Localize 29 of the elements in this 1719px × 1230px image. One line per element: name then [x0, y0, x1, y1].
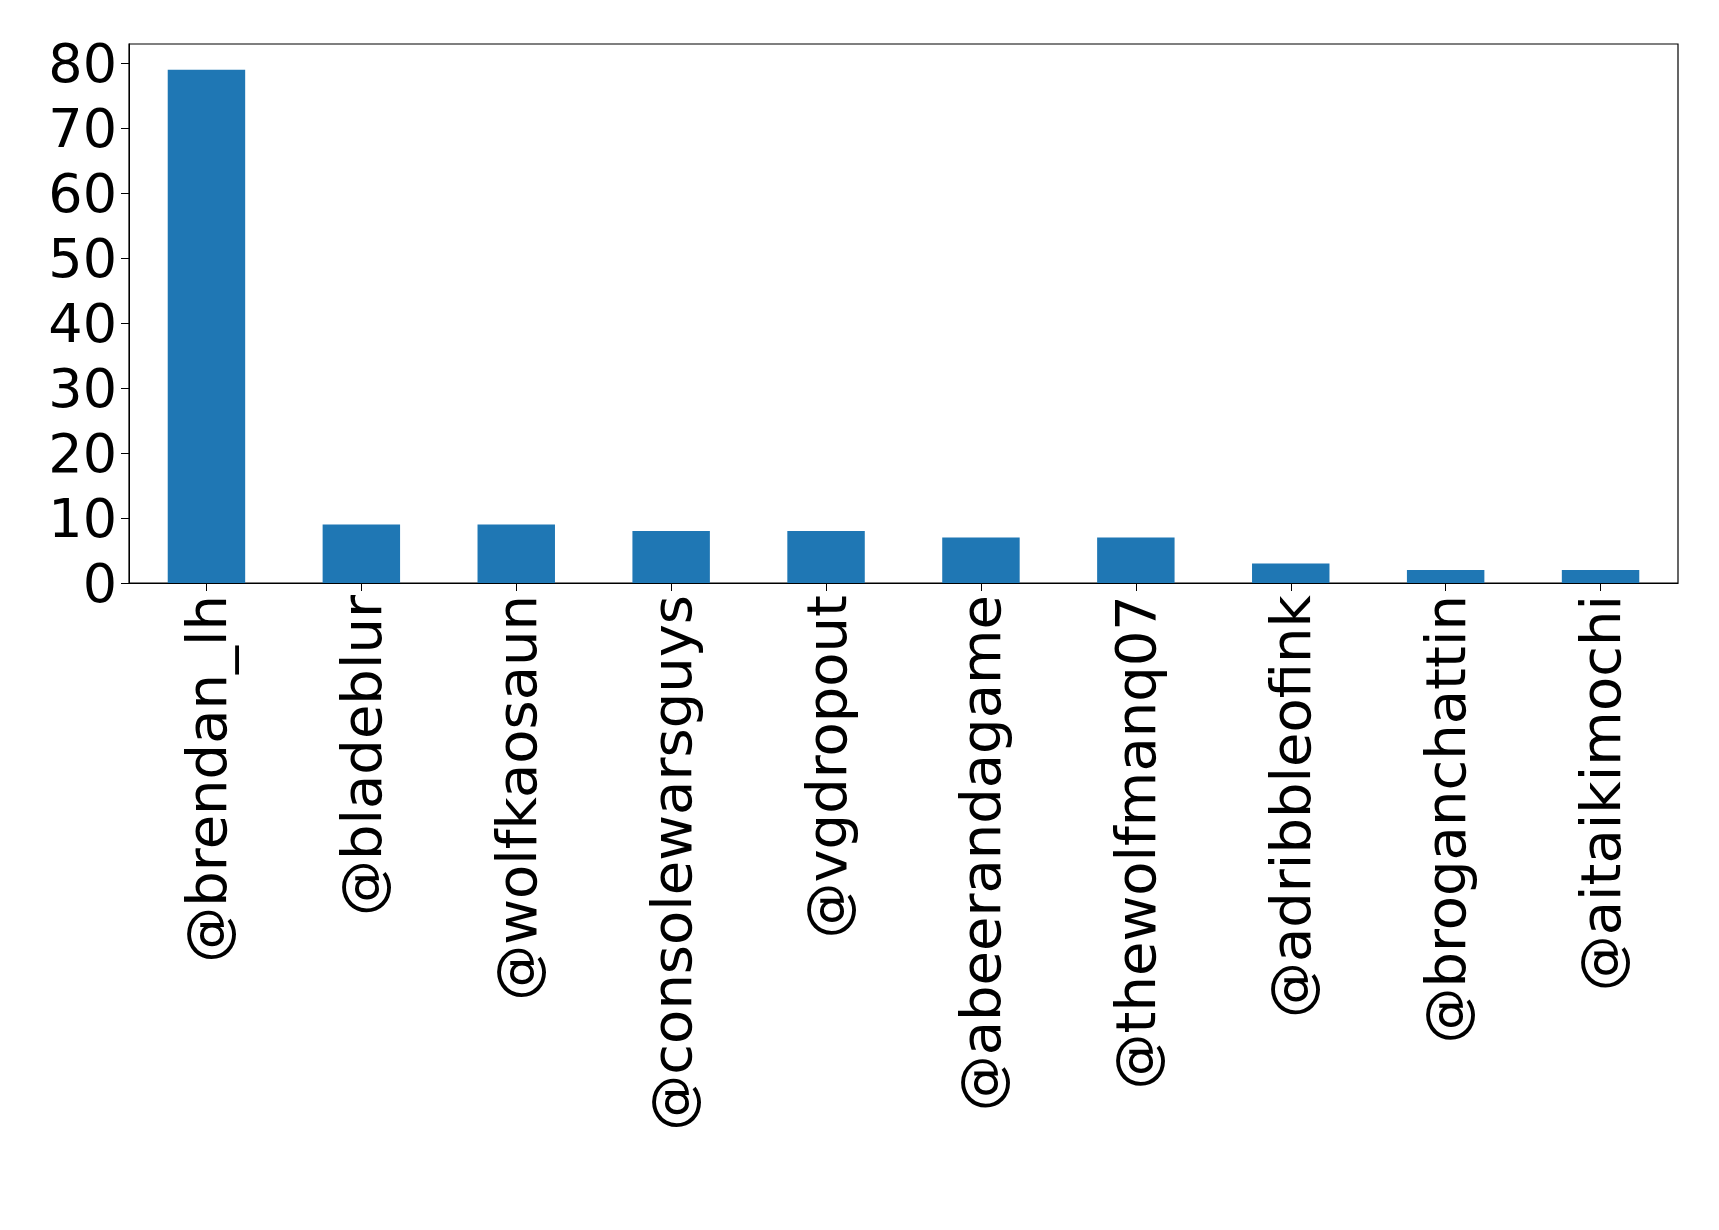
x-tick-label: @wolfkaosaun: [483, 595, 549, 1001]
y-tick-label: 60: [48, 161, 117, 225]
x-tick-label: @adribbleofink: [1258, 594, 1324, 1019]
bar: [167, 69, 246, 583]
y-tick-label: 0: [82, 551, 117, 615]
x-tick-label: @brendan_lh: [173, 595, 239, 963]
y-tick-label: 70: [48, 96, 117, 160]
y-tick-label: 20: [48, 421, 117, 485]
bar: [942, 537, 1020, 583]
bar: [1406, 570, 1485, 583]
x-tick-label: @broganchattin: [1413, 595, 1479, 1044]
bar: [1097, 537, 1175, 583]
x-tick-label: @consolewarsguys: [638, 595, 704, 1131]
y-tick-label: 50: [48, 226, 117, 290]
x-tick-label: @bladeblur: [328, 594, 394, 917]
y-tick-label: 80: [48, 31, 117, 95]
bar: [477, 524, 555, 583]
x-tick-label: @vgdropout: [793, 595, 859, 939]
bar: [322, 524, 401, 583]
bar: [632, 531, 710, 583]
y-tick-label: 40: [48, 291, 117, 355]
x-tick-label: @aitaikimochi: [1568, 595, 1634, 992]
x-tick-label: @thewolfmanq07: [1103, 595, 1169, 1090]
y-tick-label: 30: [48, 356, 117, 420]
bar: [1561, 570, 1640, 583]
bar: [1252, 563, 1330, 583]
bar: [787, 531, 865, 583]
y-tick-label: 10: [48, 486, 117, 550]
x-tick-label: @abeerandagame: [948, 595, 1014, 1112]
